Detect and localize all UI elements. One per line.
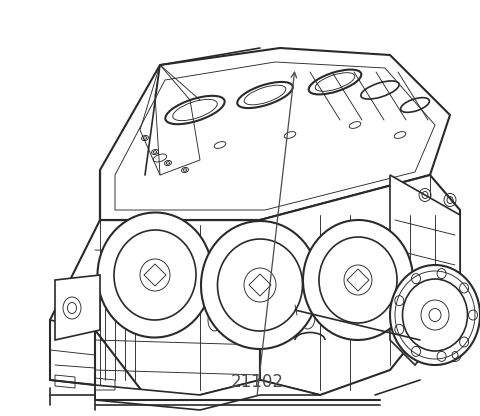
Polygon shape [100, 48, 450, 220]
Ellipse shape [303, 220, 413, 340]
Ellipse shape [201, 221, 319, 349]
Polygon shape [95, 380, 320, 410]
Polygon shape [50, 170, 260, 395]
Polygon shape [55, 275, 100, 340]
Ellipse shape [390, 265, 480, 365]
Polygon shape [260, 175, 460, 395]
Polygon shape [390, 175, 460, 365]
Ellipse shape [97, 213, 213, 337]
Text: 21102: 21102 [230, 373, 283, 391]
